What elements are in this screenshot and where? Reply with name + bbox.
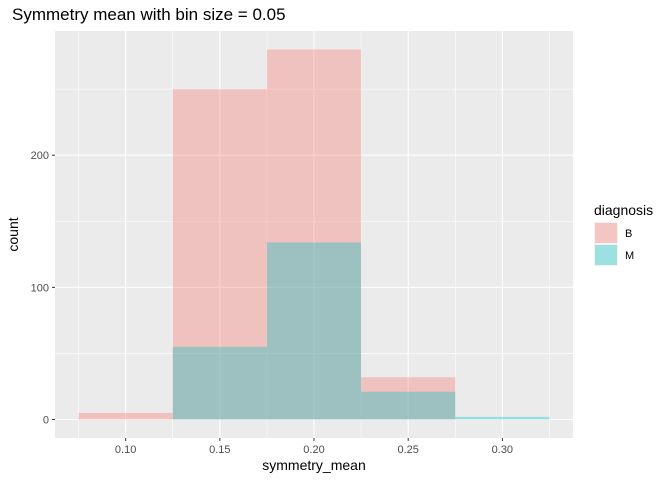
legend-key-B [595, 223, 617, 243]
y-tick-label-1: 100 [31, 282, 49, 294]
chart-title: Symmetry mean with bin size = 0.05 [12, 5, 286, 24]
major-gridlines [55, 31, 573, 438]
x-tick-label-0: 0.10 [115, 444, 136, 456]
bar-M-1 [172, 346, 267, 420]
legend-key-bg-M [594, 244, 618, 266]
legend-key-M [595, 245, 617, 265]
histogram-bars [78, 49, 550, 420]
y-axis-title: count [5, 217, 21, 251]
x-axis-ticks: 0.10 0.15 0.20 0.25 0.30 [115, 438, 513, 456]
x-axis-title: symmetry_mean [262, 457, 365, 473]
bar-B-3 [361, 377, 456, 420]
bar-M-2 [266, 242, 362, 420]
legend-key-bg-B [594, 222, 618, 244]
x-tick-label-2: 0.20 [303, 444, 324, 456]
bar-M-3 [361, 391, 456, 420]
bar-M-4 [455, 416, 550, 420]
legend-title: diagnosis [594, 202, 653, 218]
y-axis-ticks: 0 100 200 [31, 150, 55, 427]
legend-label-B: B [625, 228, 632, 240]
y-tick-label-0: 0 [43, 415, 49, 427]
x-tick-label-1: 0.15 [209, 444, 230, 456]
legend: diagnosis BM [594, 202, 653, 266]
x-tick-label-3: 0.25 [397, 444, 418, 456]
y-tick-label-2: 200 [31, 150, 49, 162]
x-tick-label-4: 0.30 [492, 444, 513, 456]
legend-label-M: M [625, 250, 634, 262]
bar-B-0 [78, 412, 173, 420]
minor-gridlines [55, 31, 573, 438]
bar-B-2 [266, 49, 362, 420]
bar-B-1 [172, 89, 267, 420]
